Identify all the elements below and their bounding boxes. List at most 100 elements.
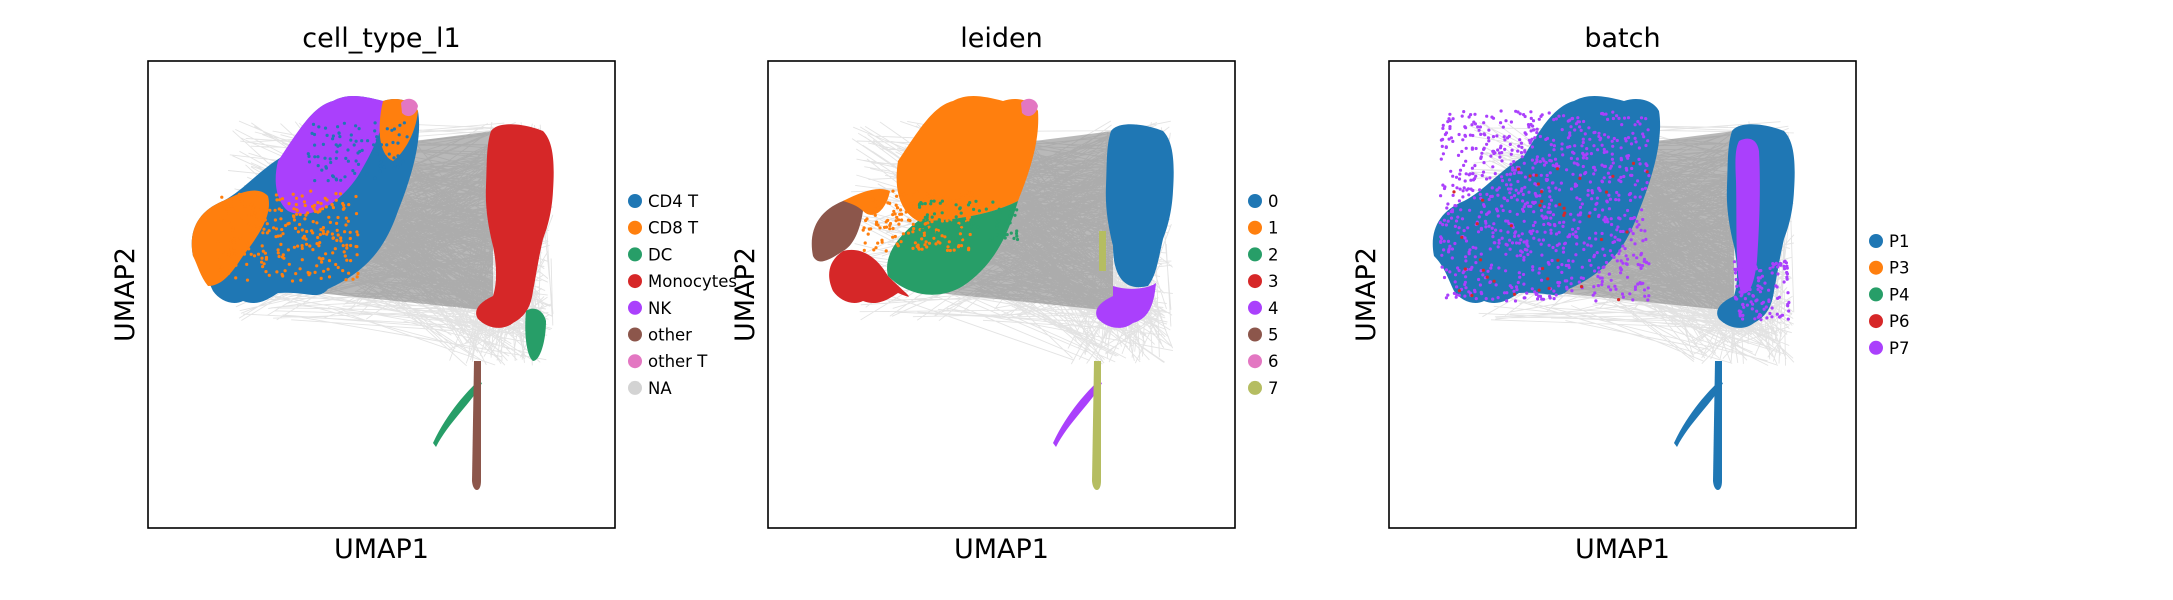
legend-item: other T [628, 352, 708, 371]
legend: P1 P3 P4 P6 P7 [1869, 232, 1909, 358]
legend-item: 2 [1248, 245, 1279, 264]
legend-marker [628, 354, 642, 369]
legend-label: P4 [1889, 285, 1909, 304]
legend-item: P6 [1869, 312, 1909, 331]
y-axis-label: UMAP2 [730, 247, 761, 342]
scatter-panel-leiden: leiden UMAP1 UMAP2 0 1 2 3 4 5 6 7 [730, 23, 1279, 565]
x-axis-label: UMAP1 [1575, 534, 1670, 565]
branch-left [1674, 381, 1723, 447]
batch-p7-scatter [1438, 109, 1651, 303]
legend-label: 4 [1268, 299, 1279, 318]
cluster-other-t [401, 98, 418, 117]
legend-item: NA [628, 379, 672, 398]
legend-label: 3 [1268, 272, 1279, 291]
legend-marker [1248, 247, 1262, 262]
cluster-3 [829, 249, 909, 304]
scatter-panel-cell_type_l1: cell_type_l1 UMAP1 UMAP2 CD4 T CD8 T DC Monocy… [110, 23, 737, 565]
legend-item: Monocytes [628, 272, 737, 291]
legend-marker [1248, 220, 1262, 235]
legend-label: other [648, 326, 692, 345]
legend-label: 2 [1268, 245, 1279, 264]
legend-item: CD8 T [628, 219, 699, 238]
legend-marker [1869, 260, 1883, 275]
cluster-monocytes [476, 124, 554, 328]
legend-marker [628, 300, 642, 315]
legend-marker [1248, 354, 1262, 369]
plot-area [191, 96, 554, 490]
legend-item: P4 [1869, 285, 1909, 304]
cluster-7-strip [1099, 231, 1106, 271]
axes-frame [147, 60, 616, 529]
legend-marker [1248, 300, 1262, 315]
legend-label: DC [648, 245, 672, 264]
legend-label: 6 [1268, 352, 1279, 371]
y-axis-label: UMAP2 [1351, 247, 1382, 342]
legend-marker [1869, 234, 1883, 248]
legend-item: 3 [1248, 272, 1279, 291]
branch-down [1713, 361, 1722, 490]
legend-item: NK [628, 299, 672, 318]
legend-marker [628, 380, 642, 395]
legend-item: other [628, 326, 692, 345]
legend: CD4 T CD8 T DC Monocytes NK other other T NA [628, 192, 737, 398]
legend-label: P7 [1889, 339, 1909, 358]
branch-down [472, 361, 481, 490]
legend-item: P1 [1869, 232, 1909, 251]
cd8-t-scatter [216, 189, 360, 283]
legend-label: 1 [1268, 219, 1279, 238]
batch-p7-stripe [1735, 138, 1760, 294]
cluster-6 [1021, 98, 1038, 117]
x-axis-label: UMAP1 [334, 534, 429, 565]
plot-area [811, 96, 1174, 490]
legend-label: other T [648, 352, 708, 371]
legend-item: 0 [1248, 192, 1279, 211]
legend-label: 7 [1268, 379, 1279, 398]
legend-item: 1 [1248, 219, 1279, 238]
legend-label: Monocytes [648, 272, 737, 291]
legend-label: CD8 T [648, 219, 699, 238]
legend-marker [1248, 194, 1262, 208]
cluster-5 [811, 199, 863, 262]
branch-down [1092, 361, 1101, 490]
cluster-2-scatter [916, 199, 1020, 243]
scatter-panel-batch: batch UMAP1 UMAP2 P1 P3 P4 P6 P7 [1351, 23, 1909, 565]
x-axis-label: UMAP1 [954, 534, 1049, 565]
panel-title: leiden [960, 23, 1042, 54]
branch-left [433, 381, 482, 447]
legend-marker [1248, 274, 1262, 289]
legend-label: NA [648, 379, 672, 398]
axes-frame [767, 60, 1236, 529]
legend-label: 0 [1268, 192, 1279, 211]
legend-item: DC [628, 245, 672, 264]
legend-marker [628, 327, 642, 342]
batch-p7-scatter-right [1732, 259, 1791, 322]
cluster-1 [896, 96, 1039, 221]
legend-marker [628, 194, 642, 208]
cd4-t-scatter [306, 121, 409, 183]
legend-marker [628, 274, 642, 289]
legend-item: P7 [1869, 339, 1909, 358]
panel-title: cell_type_l1 [302, 23, 460, 54]
legend-label: P6 [1889, 312, 1909, 331]
legend-item: CD4 T [628, 192, 699, 211]
cluster-0 [1105, 124, 1174, 288]
legend-label: 5 [1268, 326, 1279, 345]
legend-marker [1248, 380, 1262, 395]
axes-frame [1388, 60, 1857, 529]
batch-p6-scatter [1452, 161, 1649, 302]
legend-item: P3 [1869, 259, 1909, 278]
cluster-dc [525, 308, 546, 361]
panel-title: batch [1584, 23, 1660, 54]
legend: 0 1 2 3 4 5 6 7 [1248, 192, 1279, 398]
legend-label: NK [648, 299, 672, 318]
cluster-4 [1096, 283, 1156, 328]
batch-p1-left [1432, 96, 1661, 304]
legend-marker [1869, 340, 1883, 355]
legend-marker [1869, 314, 1883, 329]
branch-left [1053, 381, 1102, 447]
cluster-1-scatter [861, 189, 975, 253]
legend-item: 7 [1248, 379, 1279, 398]
legend-item: 6 [1248, 352, 1279, 371]
legend-label: P3 [1889, 259, 1909, 278]
